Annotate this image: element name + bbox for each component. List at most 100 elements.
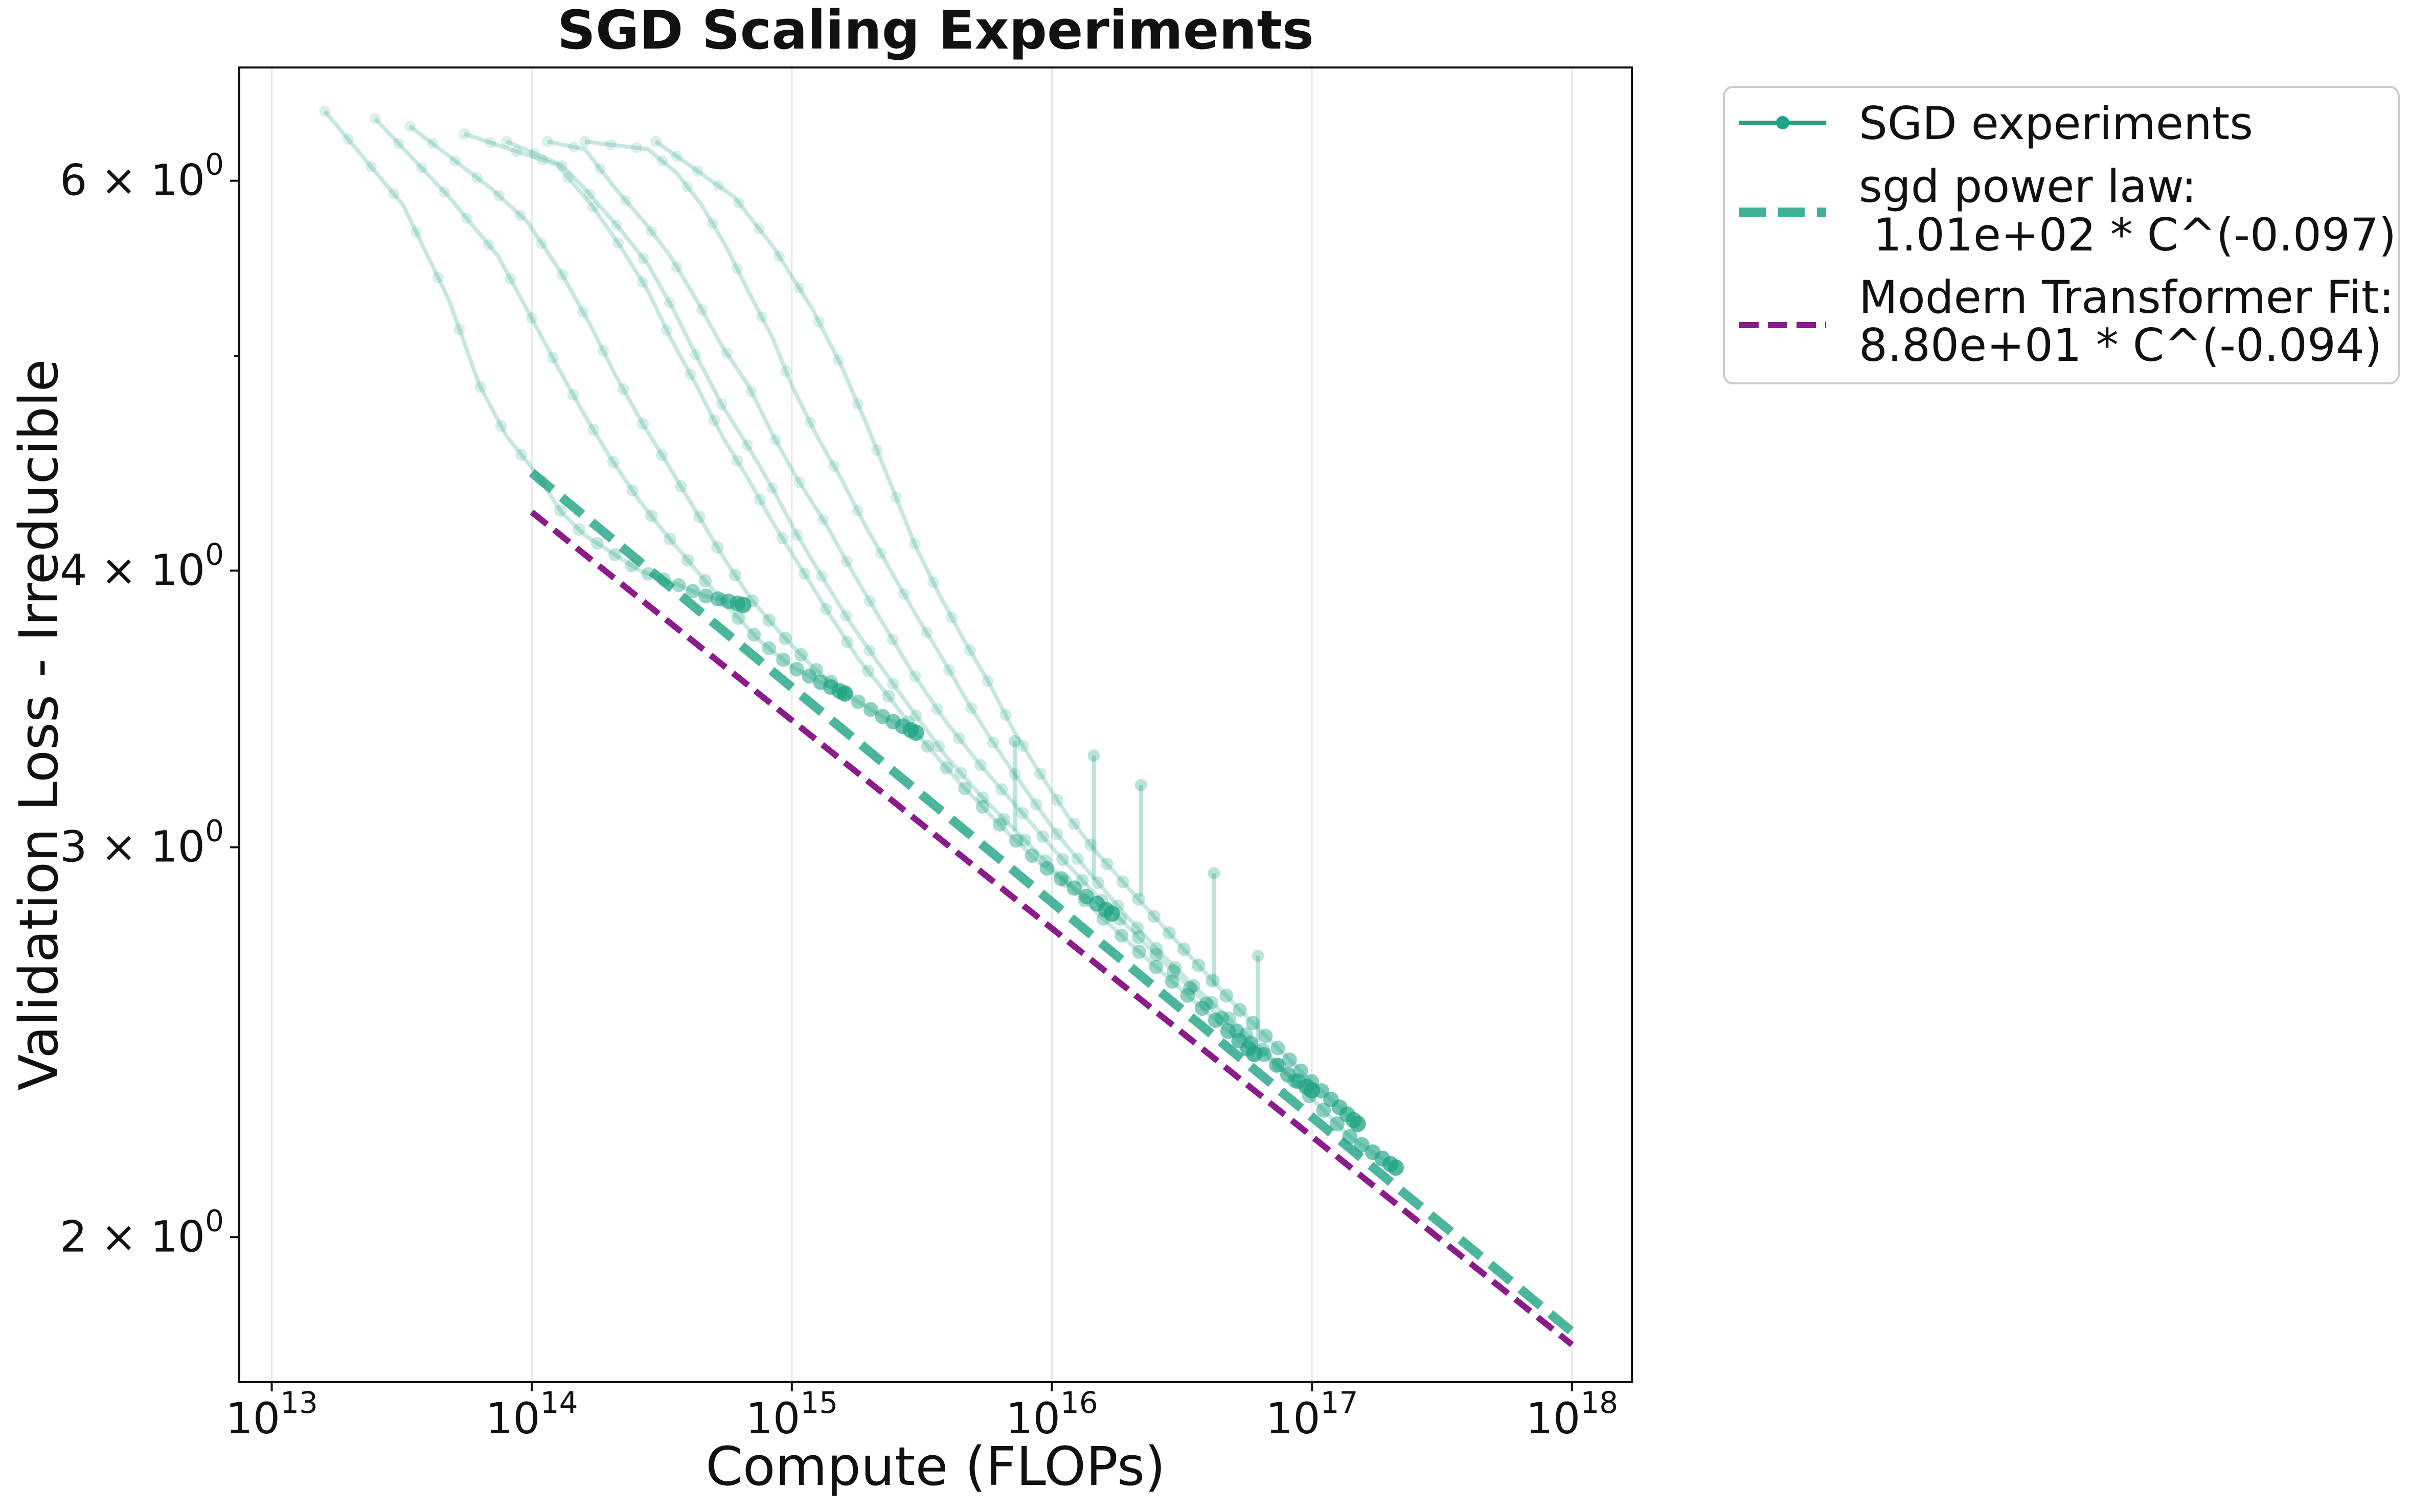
point-6-37 — [1342, 1129, 1358, 1144]
legend-label-modern-fit-formula: 8.80e+01 * C^(-0.094) — [1859, 319, 2382, 372]
point-5-16 — [931, 703, 943, 715]
x-tick-label-3: 1016 — [1006, 1385, 1098, 1444]
point-2-9 — [597, 345, 609, 357]
sgd-power-law-line — [529, 469, 1575, 1336]
point-4-28 — [1149, 959, 1164, 974]
point-6-32 — [1271, 1058, 1286, 1072]
series-line-1 — [374, 117, 846, 696]
point-4-2 — [556, 159, 568, 171]
point-7-36 — [1270, 1041, 1285, 1056]
point-1-27 — [836, 685, 853, 702]
point-1-10 — [587, 423, 600, 436]
point-3-16 — [841, 635, 854, 649]
point-1-11 — [607, 455, 620, 468]
point-7-6 — [773, 250, 785, 262]
point-3-28 — [1054, 871, 1069, 886]
point-3-0 — [459, 128, 470, 140]
point-2-1 — [427, 138, 439, 149]
point-1-9 — [567, 388, 579, 401]
legend: SGD experiments sgd power law: 1.01e+02 … — [1723, 86, 2400, 384]
point-3-24 — [992, 817, 1007, 832]
point-4-26 — [1114, 928, 1129, 943]
point-5-5 — [671, 261, 683, 273]
point-7-27 — [1147, 909, 1161, 923]
point-6-4 — [681, 181, 693, 193]
point-7-16 — [964, 644, 976, 656]
point-0-6 — [453, 324, 465, 335]
point-7-14 — [927, 576, 940, 588]
point-1-23 — [802, 669, 817, 684]
modern-transformer-fit-line — [530, 510, 1574, 1347]
point-5-19 — [995, 783, 1008, 796]
series-run-6 — [542, 135, 1321, 1098]
point-6-7 — [756, 311, 768, 323]
point-6-14 — [921, 626, 933, 639]
series-line-4 — [506, 140, 1256, 1056]
x-tick-label-1: 1014 — [486, 1385, 578, 1444]
point-7-11 — [871, 444, 883, 456]
point-3-7 — [636, 276, 648, 288]
point-5-6 — [696, 304, 708, 316]
series-line-5 — [547, 139, 1313, 1092]
point-7-1 — [671, 150, 683, 162]
point-0-4 — [410, 226, 422, 238]
point-7-26 — [1132, 892, 1145, 906]
point-6-10 — [828, 460, 840, 472]
point-1-14 — [663, 533, 676, 545]
point-1-15 — [681, 554, 694, 567]
y-axis-ticks: 2 × 100 3 × 100 4 × 100 6 × 100 — [60, 147, 239, 1262]
point-5-4 — [646, 225, 657, 237]
series-line-6 — [584, 139, 1397, 1170]
series-run-5 — [501, 135, 1263, 1062]
point-2-4 — [493, 190, 505, 201]
point-5-18 — [974, 759, 987, 771]
point-1-20 — [762, 641, 776, 655]
series-line-7 — [654, 140, 1359, 1126]
point-2-12 — [656, 449, 668, 462]
point-3-8 — [661, 324, 673, 336]
point-7-32 — [1219, 989, 1234, 1003]
point-2-22 — [824, 675, 838, 689]
point-7-18 — [999, 708, 1012, 721]
point-2-3 — [471, 172, 483, 184]
point-4-29 — [1165, 974, 1180, 989]
legend-label-sgd: SGD experiments — [1859, 97, 2253, 150]
point-6-13 — [898, 588, 910, 600]
point-5-2 — [594, 163, 606, 175]
point-0-24 — [735, 597, 752, 613]
point-0-7 — [474, 381, 487, 393]
point-1-22 — [789, 662, 804, 677]
point-7-28 — [1162, 926, 1176, 940]
point-4-7 — [690, 349, 702, 361]
point-2-13 — [674, 480, 687, 493]
point-0-18 — [672, 578, 686, 592]
point-4-32 — [1208, 1013, 1223, 1028]
point-3-9 — [685, 369, 697, 380]
y-axis-label: Validation Loss - Irreducible — [8, 359, 70, 1090]
series-run-7 — [579, 135, 1404, 1176]
point-3-13 — [776, 532, 789, 544]
point-5-31 — [1214, 1011, 1230, 1025]
point-0-19 — [686, 584, 700, 599]
point-3-2 — [511, 146, 522, 157]
spike-marker-1 — [1087, 749, 1100, 762]
point-7-19 — [1017, 740, 1029, 752]
point-2-16 — [729, 568, 742, 582]
point-2-5 — [514, 210, 526, 221]
series-line-0 — [323, 109, 744, 607]
point-5-1 — [568, 141, 580, 153]
point-7-31 — [1206, 974, 1220, 988]
point-2-14 — [693, 511, 706, 523]
point-0-15 — [625, 559, 639, 572]
point-6-20 — [1051, 828, 1063, 840]
point-3-27 — [1039, 861, 1055, 876]
point-6-9 — [804, 417, 816, 428]
point-4-13 — [839, 609, 852, 622]
x-tick-label-2: 1015 — [745, 1385, 838, 1444]
point-4-15 — [887, 677, 899, 690]
point-6-23 — [1111, 899, 1124, 912]
point-7-3 — [713, 180, 724, 192]
point-4-20 — [997, 813, 1011, 826]
plot-frame — [238, 66, 1633, 1383]
